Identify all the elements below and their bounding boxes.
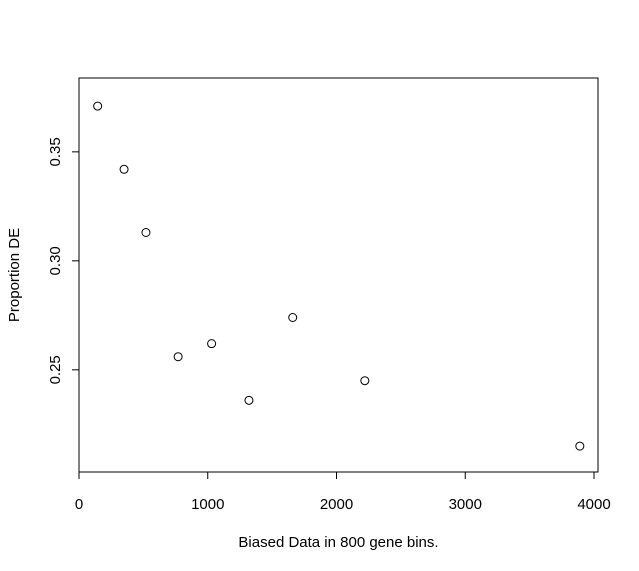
- x-tick-label: 4000: [577, 496, 610, 513]
- plot-frame: [78, 77, 599, 473]
- data-point: [575, 441, 585, 451]
- y-tick-label: 0.30: [47, 246, 64, 275]
- x-axis-label: Biased Data in 800 gene bins.: [238, 534, 438, 551]
- x-tick-label: 0: [75, 496, 83, 513]
- data-point: [119, 164, 129, 174]
- x-tick-label: 2000: [320, 496, 353, 513]
- data-point: [93, 101, 103, 111]
- data-point: [244, 395, 254, 405]
- x-tick-label: 1000: [191, 496, 224, 513]
- data-points: [93, 101, 585, 451]
- data-point: [173, 352, 183, 362]
- data-point: [360, 376, 370, 386]
- data-point: [141, 227, 151, 237]
- data-point: [207, 339, 217, 349]
- y-tick-label: 0.35: [47, 137, 64, 166]
- y-axis: 0.25 0.30 0.35: [47, 137, 80, 384]
- data-point: [288, 313, 298, 323]
- x-tick-label: 3000: [449, 496, 482, 513]
- y-tick-label: 0.25: [47, 355, 64, 384]
- y-axis-label: Proportion DE: [6, 228, 23, 322]
- x-axis: 0 1000 2000 3000 4000: [75, 471, 611, 513]
